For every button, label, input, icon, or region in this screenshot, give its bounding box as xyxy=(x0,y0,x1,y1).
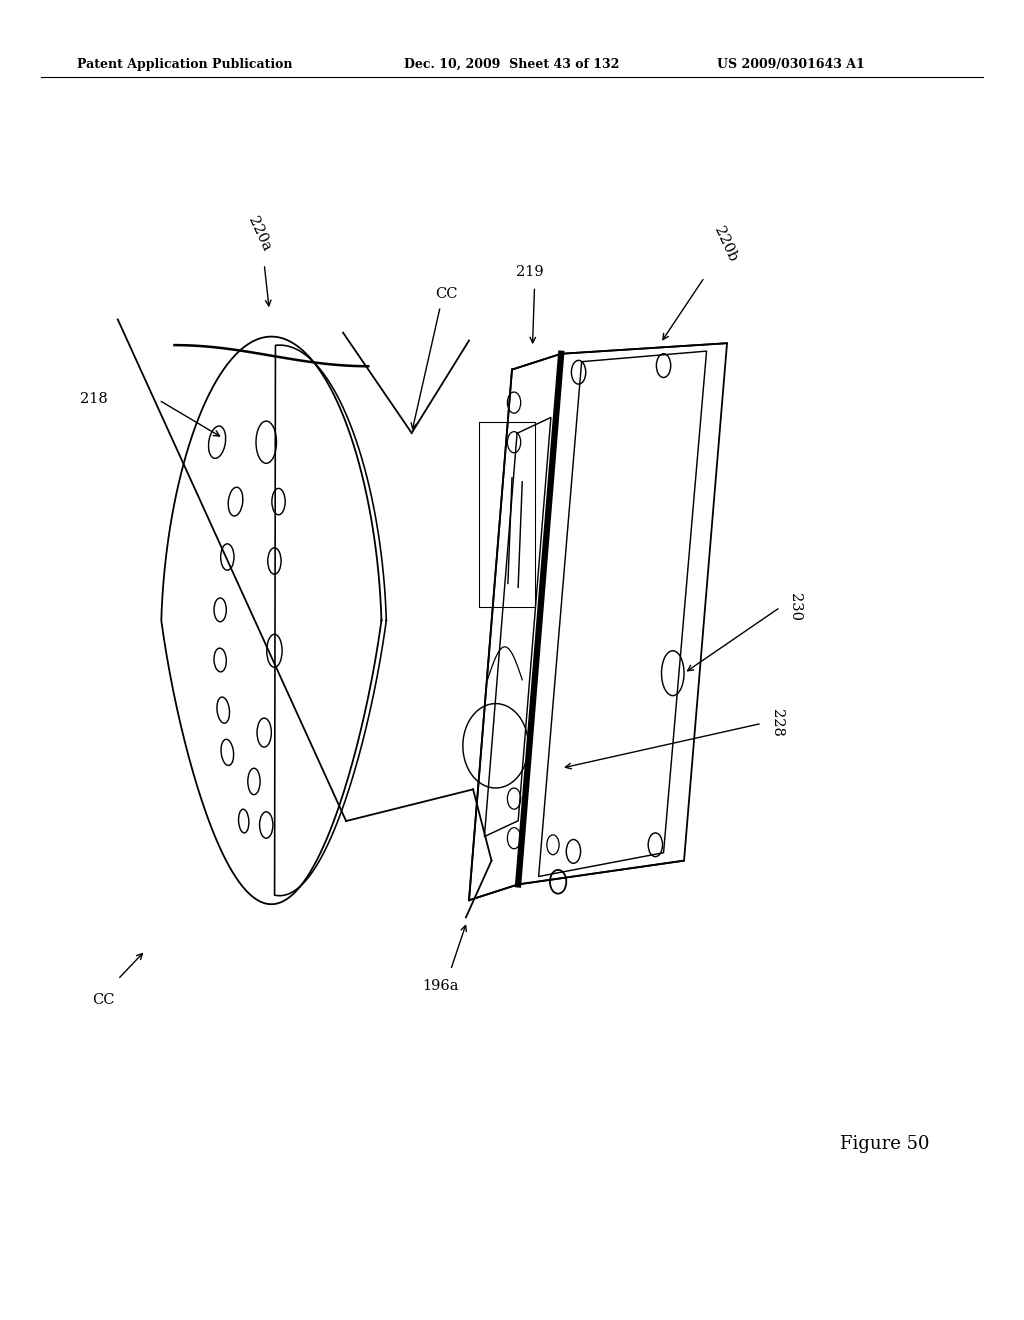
Text: 219: 219 xyxy=(516,264,543,279)
Text: 230: 230 xyxy=(788,593,803,622)
Text: 218: 218 xyxy=(80,392,108,405)
Text: 220b: 220b xyxy=(712,224,740,264)
Text: 196a: 196a xyxy=(422,979,459,994)
Text: CC: CC xyxy=(435,286,458,301)
Text: Patent Application Publication: Patent Application Publication xyxy=(77,58,292,71)
Text: US 2009/0301643 A1: US 2009/0301643 A1 xyxy=(717,58,864,71)
Text: 228: 228 xyxy=(770,709,784,738)
Text: Dec. 10, 2009  Sheet 43 of 132: Dec. 10, 2009 Sheet 43 of 132 xyxy=(404,58,620,71)
Text: 220a: 220a xyxy=(245,214,273,253)
Text: CC: CC xyxy=(92,993,115,1007)
Text: Figure 50: Figure 50 xyxy=(840,1135,929,1154)
